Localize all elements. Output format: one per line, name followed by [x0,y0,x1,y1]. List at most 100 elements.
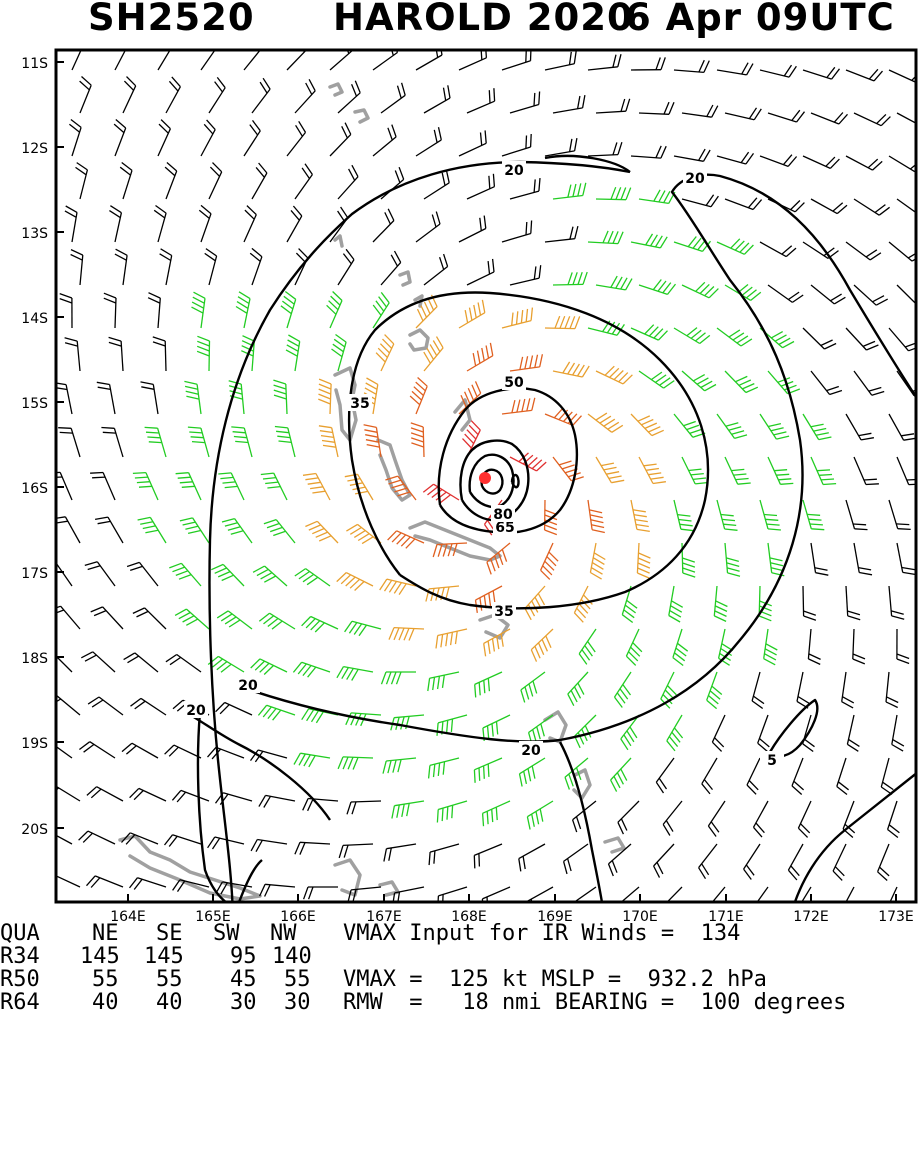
barb-feather [438,544,442,556]
barb-feather [384,849,387,862]
wind-barb [244,120,260,156]
barb-feather [231,531,244,535]
barb-feather [124,653,135,660]
wind-barb [347,801,381,814]
barb-feather [347,802,351,814]
wind-barb [596,99,630,113]
lat-label: 16S [21,481,48,497]
barb-feather [257,569,268,575]
barb-feather [639,553,651,558]
barb-feather [339,845,343,858]
barb-feather [568,694,574,706]
barb-feather [734,474,747,475]
barb-feather [451,719,452,732]
wind-barb [510,92,540,114]
wind-barb [553,95,585,113]
wind-barb [318,379,331,414]
wind-barb [166,77,180,113]
barb-feather [309,887,313,899]
barb-feather [612,861,617,873]
barb-feather [591,520,604,523]
r50-ne: 55 [92,968,119,991]
barb-feather [192,302,204,308]
barb-feather [771,428,784,431]
barb-feather [859,433,872,435]
barb-feather [347,668,354,679]
barb-feather [169,563,181,568]
wind-barb [327,292,342,329]
wind-barb [158,34,174,70]
wind-barb [281,292,296,329]
barb-feather [349,169,355,181]
header-qua: QUA [0,922,40,945]
barb-feather [482,348,484,361]
barb-feather [270,527,282,531]
lat-label: 18S [21,651,48,667]
wind-barb [840,887,854,922]
wind-barb [286,335,300,371]
barb-feather [98,521,111,523]
wind-barb [846,69,883,81]
wind-contour-line [512,475,519,487]
barb-feather [502,549,506,561]
barb-feather [569,774,573,786]
barb-feather [764,515,777,516]
barb-feather [288,340,299,346]
wind-barb [216,703,252,716]
barb-feather [683,573,695,577]
wind-barb [295,164,312,199]
barb-feather [721,515,734,516]
barb-feather [861,438,874,440]
wind-barb [120,163,132,200]
wind-barb [133,473,158,500]
wind-barb [410,378,427,415]
contour-label: 5 [767,753,777,769]
wind-barb [854,285,888,305]
barb-feather [81,652,93,658]
barb-feather [465,310,467,323]
barb-feather [855,529,868,530]
wind-barb [319,426,338,457]
barb-feather [366,383,377,389]
wind-barb [244,206,256,242]
barb-feather [478,303,480,316]
barb-feather [853,659,865,664]
barb-feather [197,346,209,351]
barb-shaft [115,43,129,70]
barb-feather [614,776,620,788]
contour-label: 35 [350,396,369,412]
barb-feather [446,633,448,646]
barb-feather [387,672,392,684]
barb-feather [848,616,861,620]
barb-feather [546,636,551,648]
wind-barb [702,758,717,794]
wind-barb [76,163,88,199]
wind-barb [338,249,354,285]
wind-barb [846,414,874,440]
barb-feather [385,212,391,224]
wind-barb [72,34,84,70]
barb-feather [766,644,777,650]
barb-feather [648,427,660,432]
wind-barb [717,239,753,255]
barb-feather [322,441,335,443]
barb-feather [163,39,171,49]
barb-feather [365,435,378,438]
barb-feather [345,123,351,135]
barb-shaft [72,43,84,70]
barb-feather [183,522,196,525]
wind-barb [474,844,502,868]
barb-feather [288,335,299,341]
wind-barb [717,328,752,346]
barb-feather [535,355,538,368]
barb-feather [109,342,122,346]
wind-barb [656,758,674,793]
wind-barb [760,65,796,77]
barb-feather [635,520,648,522]
barb-feather [178,477,191,478]
barb-feather [338,757,343,769]
barb-feather [573,820,577,832]
barb-feather [858,568,871,570]
barb-feather [277,436,290,437]
wind-barb [145,427,166,457]
